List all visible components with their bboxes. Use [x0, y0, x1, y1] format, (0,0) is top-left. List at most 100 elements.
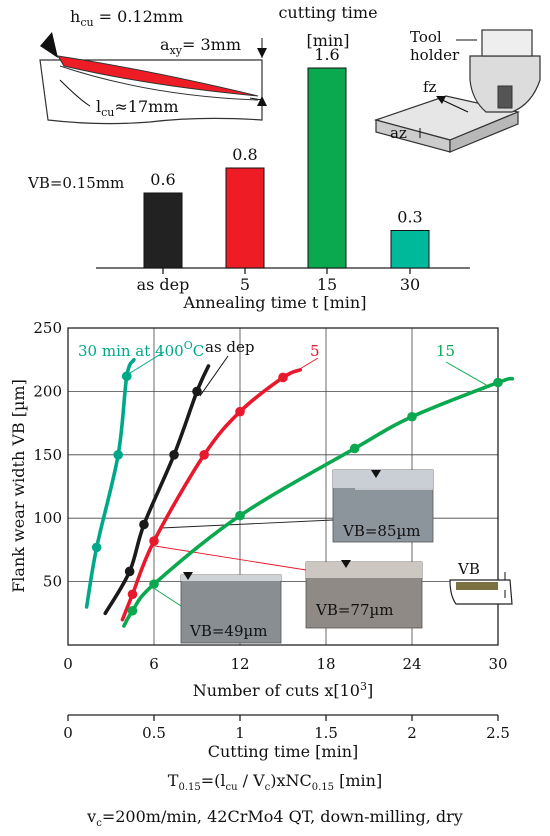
wear-y-tick-label: 250	[33, 319, 62, 337]
time-tick-label: 0	[63, 724, 73, 742]
time-axis-label: Cutting time [min]	[208, 742, 359, 761]
tool-holder-label-2: holder	[410, 46, 460, 64]
bar-chart-title: cutting time	[278, 3, 377, 22]
bar-5	[225, 167, 265, 269]
wear-x-tick-label: 12	[230, 655, 249, 673]
tool-holder-label-1: Tool	[410, 28, 442, 46]
vb-icon-label: VB	[457, 560, 480, 578]
series-point-1	[124, 566, 135, 577]
chip-sketch: hcu = 0.12mm axy= 3mm lcu≈17mm	[39, 7, 267, 125]
inset-vb85-edge	[333, 470, 433, 488]
series-point-2	[235, 406, 245, 417]
wear-y-tick-label: 100	[33, 509, 62, 527]
axy-label: axy= 3mm	[160, 35, 241, 57]
bar-category-label: 15	[317, 275, 337, 294]
bar-chart-unit: [min]	[306, 31, 349, 50]
series-point-3	[235, 510, 245, 521]
series-label-as-dep: as dep	[205, 338, 255, 356]
vb-icon-wear	[456, 582, 498, 590]
time-tick-label: 2	[407, 724, 417, 742]
cutting-time-axis: 0 0.5 1 1.5 2 2.5 Cutting time [min]	[63, 714, 510, 761]
cutting-time-bar-chart: cutting time [min] VB=0.15mm 0.6 as dep 0.…	[27, 3, 470, 312]
inset-vb85-label: VB=85µm	[342, 522, 420, 540]
inset-vb49-image	[180, 574, 282, 644]
cutting-conditions: vc=200m/min, 42CrMo4 QT, down-milling, d…	[86, 807, 463, 829]
series-label-5: 5	[310, 342, 320, 360]
leader-5-inset	[154, 545, 307, 571]
wear-x-tick-label: 6	[149, 655, 159, 673]
wear-y-tick-label: 150	[33, 446, 62, 464]
series-point-3	[349, 443, 360, 454]
wear-x-tick-label: 30	[488, 655, 507, 673]
tool-sketch: Tool holder fz az	[373, 28, 541, 153]
bar-30	[390, 230, 430, 269]
lcu-arc-right	[249, 97, 263, 101]
chip-shape	[57, 55, 259, 97]
inset-vb77-label: VB=77µm	[315, 601, 393, 619]
leader-5	[284, 357, 319, 379]
formula: T0.15=(lcu / Vc)xNC0.15 [min]	[168, 771, 382, 793]
workpiece-front	[449, 111, 519, 153]
lcu-label: lcu≈17mm	[96, 97, 178, 119]
wear-x-tick-label: 18	[316, 655, 335, 673]
bar-value-label: 0.3	[397, 208, 422, 227]
series-label-30min: 30 min at 400OC	[78, 339, 204, 360]
series-point-1	[169, 450, 179, 460]
leader-15-inset	[154, 588, 182, 607]
time-tick-label: 1.5	[314, 724, 338, 742]
vb-criterion-label: VB=0.15mm	[27, 174, 124, 192]
series-point-0	[91, 542, 102, 553]
time-tick-label: 2.5	[486, 724, 510, 742]
inset-vb77-edge	[306, 562, 422, 578]
series-point-3	[493, 377, 503, 388]
inset-vb77: VB=77µm	[305, 560, 423, 629]
wear-y-tick-label: 200	[33, 382, 62, 400]
wear-y-axis-label: Flank wear width VB [µm]	[9, 379, 28, 593]
axy-arrow-bottom-icon	[257, 96, 267, 106]
cutting-insert	[497, 85, 513, 109]
wear-y-tick-label: 50	[43, 573, 62, 591]
inset-vb49-arrow-icon	[183, 572, 193, 580]
series-point-2	[278, 372, 288, 383]
bar-as-dep	[143, 192, 183, 269]
wear-x-axis-label: Number of cuts x[103]	[193, 680, 373, 700]
series-point-1	[192, 386, 202, 397]
series-point-2	[199, 450, 209, 460]
workpiece-outline	[39, 59, 263, 125]
time-tick-label: 1	[235, 724, 245, 742]
series-point-3	[149, 579, 159, 589]
inset-vb49-edge	[181, 575, 281, 581]
series-line-3	[122, 376, 515, 628]
bar-value-label: 0.8	[232, 145, 257, 164]
bar-category-label: 5	[240, 275, 250, 294]
series-point-2	[127, 589, 138, 600]
bar-category-label: as dep	[137, 275, 190, 294]
inset-vb77-arrow-icon	[341, 560, 351, 568]
series-point-3	[407, 411, 417, 422]
series-point-1	[139, 519, 149, 530]
leader-as-dep	[199, 355, 229, 397]
chip-lower-edge	[59, 65, 259, 101]
time-tick-label: 0.5	[142, 724, 166, 742]
bar-15	[307, 67, 347, 269]
lcu-arc-left	[59, 79, 91, 107]
series-point-0	[113, 450, 123, 460]
leader-as-dep-inset	[160, 519, 334, 529]
bar-x-axis-label: Annealing time t [min]	[183, 293, 367, 312]
wear-plot-frame	[67, 327, 499, 646]
fz-label: fz	[423, 78, 437, 96]
leader-30min	[121, 351, 165, 379]
inset-vb49: VB=49µm	[180, 572, 282, 644]
series-point-2	[149, 536, 159, 546]
tool-holder-body	[469, 55, 541, 113]
series-label-15: 15	[436, 342, 455, 360]
hcu-label: hcu = 0.12mm	[70, 7, 183, 29]
leader-15	[445, 361, 489, 387]
az-label: az	[390, 124, 407, 142]
bar-category-label: 30	[400, 275, 420, 294]
inset-vb85-arrow-icon	[371, 470, 381, 478]
inset-vb49-label: VB=49µm	[189, 622, 267, 640]
wear-x-tick-label: 0	[63, 655, 73, 673]
wear-x-tick-label: 24	[402, 655, 421, 673]
